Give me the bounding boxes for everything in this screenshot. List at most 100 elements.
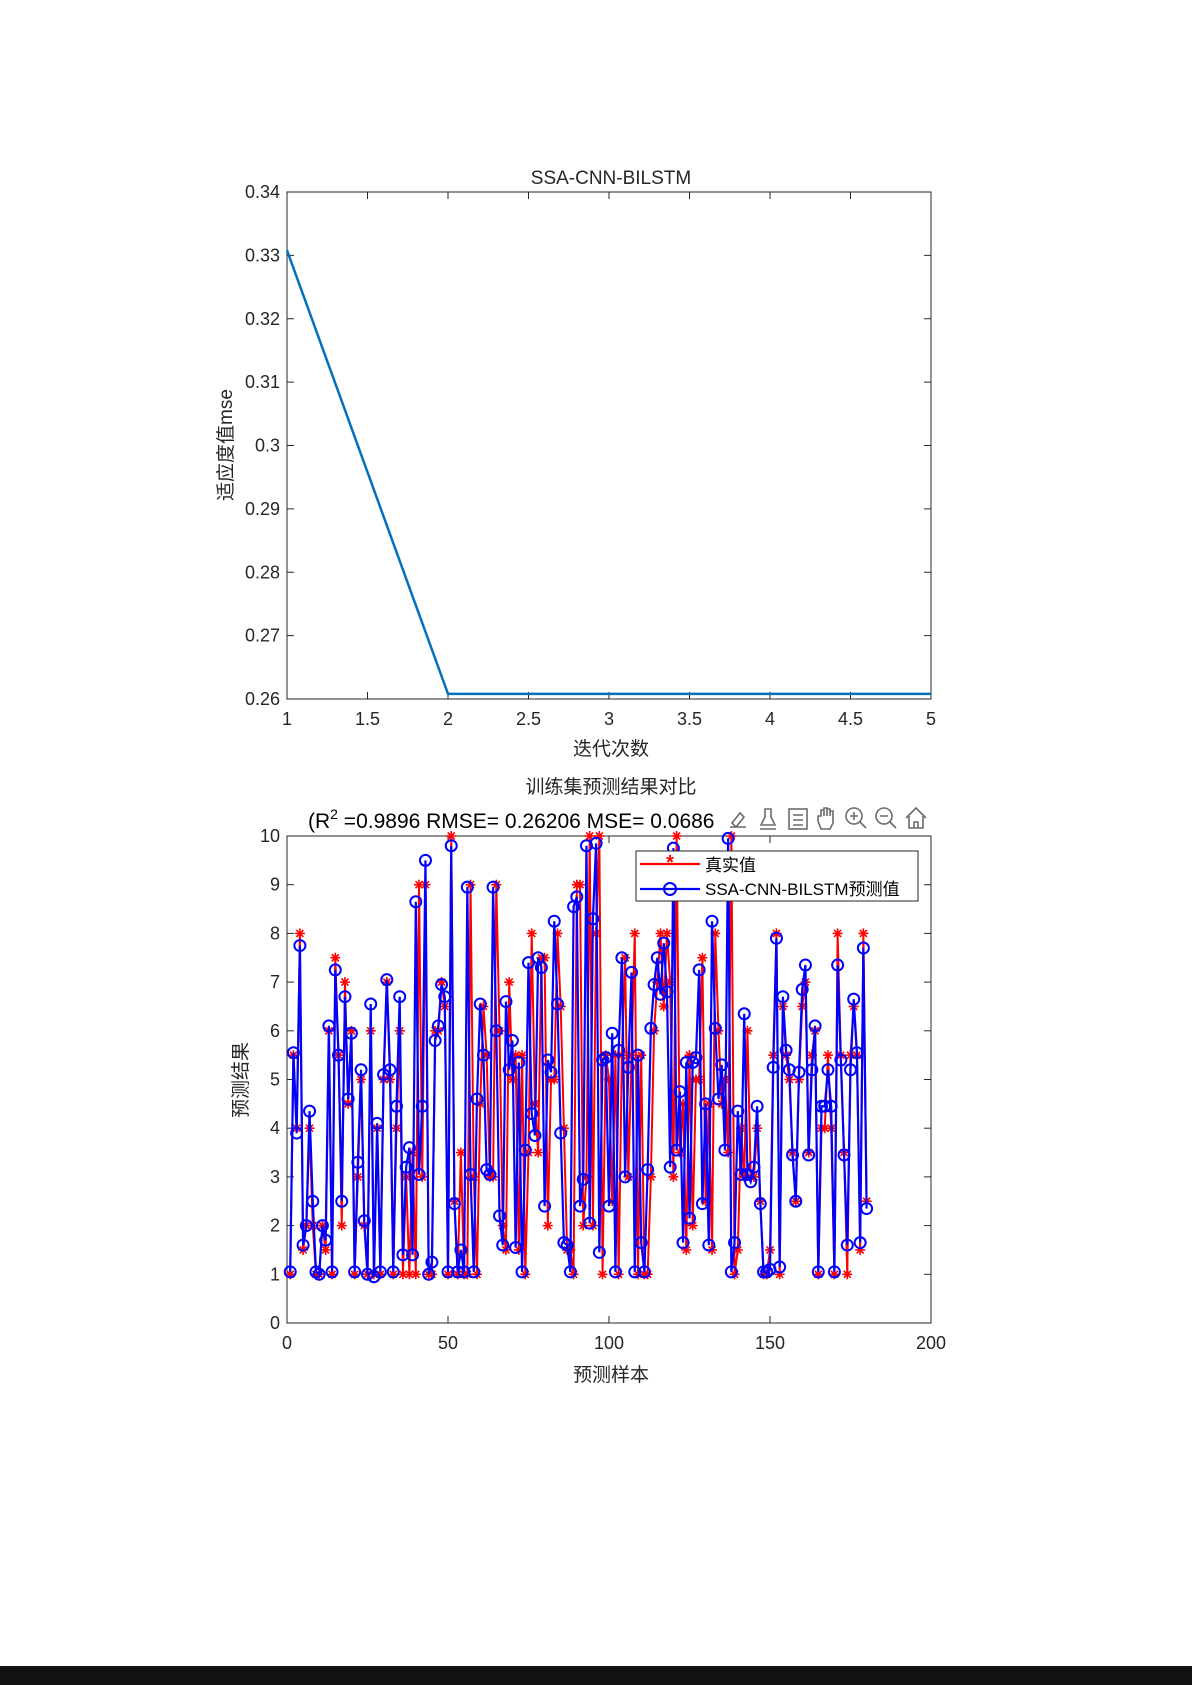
fitness-y-tick-label: 0.33 [245,245,280,265]
predicted-point-marker [808,1019,822,1033]
predicted-point-marker [525,1107,539,1121]
comparison-chart-title: 训练集预测结果对比 [525,776,696,798]
actual-point-marker [697,952,708,963]
stats-prefix: (R [308,810,330,833]
actual-point-marker [294,928,305,939]
fitness-y-tick-label: 0.27 [245,626,280,646]
fitness-x-tick-label: 3 [604,709,614,729]
predicted-point-marker [460,880,474,894]
predicted-point-marker [489,1024,503,1038]
predicted-point-marker [650,951,664,965]
predicted-point-marker [457,1265,471,1279]
zoom-out-icon[interactable] [875,807,897,829]
comparison-y-tick-label: 10 [260,826,280,846]
pan-icon[interactable] [817,807,834,830]
comparison-x-tick-label: 150 [755,1333,785,1353]
legend-box [635,850,919,902]
actual-point-marker [339,977,350,988]
predicted-point-marker [473,997,487,1011]
predicted-point-marker [718,1143,732,1157]
actual-point-marker [336,1220,347,1231]
predicted-point-marker [338,990,352,1004]
predicted-point-marker [306,1194,320,1208]
predicted-point-marker [608,1265,622,1279]
predicted-point-marker [538,1199,552,1213]
predicted-point-marker [592,1245,606,1259]
predicted-point-marker [602,1199,616,1213]
predicted-point-marker [422,1267,436,1281]
comparison-x-tick-label: 200 [916,1333,946,1353]
home-icon[interactable] [905,806,927,829]
predicted-point-marker [341,1092,355,1106]
predicted-point-marker [692,963,706,977]
predicted-point-marker [699,1097,713,1111]
predicted-point-marker [512,1055,526,1069]
predicted-point-marker [850,1046,864,1060]
legend-predicted-swatch [640,882,700,896]
predicted-point-marker [312,1267,326,1281]
predicted-point-marker [396,1248,410,1262]
predicted-point-marker [296,1238,310,1252]
predicted-point-marker [454,1243,468,1257]
fitness-y-tick-label: 0.3 [255,436,280,456]
predicted-point-marker [550,997,564,1011]
predicted-point-marker [576,1172,590,1186]
fitness-x-tick-label: 2 [443,709,453,729]
predicted-point-marker [370,1116,384,1130]
predicted-point-marker [689,1051,703,1065]
training-comparison-chart: 训练集预测结果对比 (R2 =0.9896 RMSE= 0.26206 MSE=… [230,776,946,1386]
legend-icon[interactable] [788,808,808,830]
comparison-x-axis-title: 预测样本 [573,1364,649,1386]
predicted-point-marker [766,1060,780,1074]
predicted-point-marker [476,1048,490,1062]
comparison-y-tick-label: 6 [270,1021,280,1041]
predicted-point-marker [451,1265,465,1279]
actual-point-marker [578,1220,589,1231]
fitness-y-tick-label: 0.26 [245,689,280,709]
predicted-point-marker [670,1143,684,1157]
predicted-point-marker [631,1048,645,1062]
predicted-point-marker [821,1063,835,1077]
data-tips-icon[interactable] [759,808,777,830]
predicted-point-marker [544,1065,558,1079]
predicted-point-marker [351,1155,365,1169]
predicted-point-marker [303,1104,317,1118]
predicted-point-marker [837,1148,851,1162]
predicted-point-marker [683,1211,696,1225]
predicted-series-line [289,838,868,1277]
predicted-point-marker [760,1265,774,1279]
predicted-point-marker [721,831,735,845]
predicted-point-marker [357,1214,371,1228]
predicted-point-marker [290,1126,304,1140]
predicted-point-marker [779,1043,793,1057]
comparison-y-tick-label: 8 [270,923,280,943]
predicted-point-marker [596,1053,610,1067]
predicted-point-marker [860,1202,874,1216]
predicted-point-marker [399,1160,413,1174]
comparison-x-tick-label: 100 [594,1333,624,1353]
predicted-point-marker [802,1148,816,1162]
actual-point-marker [819,1123,830,1134]
brush-icon[interactable] [730,811,746,829]
predicted-point-marker [534,960,548,974]
predicted-point-marker [412,1167,426,1181]
fitness-y-axis-title: 适应度值mse [215,389,237,501]
predicted-point-marker [393,990,407,1004]
predicted-point-marker [402,1141,416,1155]
comparison-x-tick-label: 50 [438,1333,458,1353]
comparison-y-tick-label: 3 [270,1167,280,1187]
predicted-point-marker [344,1026,358,1040]
predicted-point-marker [644,1021,658,1035]
predicted-point-marker [431,1019,445,1033]
predicted-point-marker [467,1265,481,1279]
predicted-point-marker [493,1209,507,1223]
predicted-point-marker [486,880,500,894]
predicted-point-marker [428,1034,442,1048]
zoom-in-icon[interactable] [845,807,867,829]
predicted-point-marker [335,1194,349,1208]
predicted-point-marker [625,965,639,979]
predicted-point-marker [589,836,603,850]
predicted-point-marker [615,951,629,965]
fitness-x-tick-label: 2.5 [516,709,541,729]
